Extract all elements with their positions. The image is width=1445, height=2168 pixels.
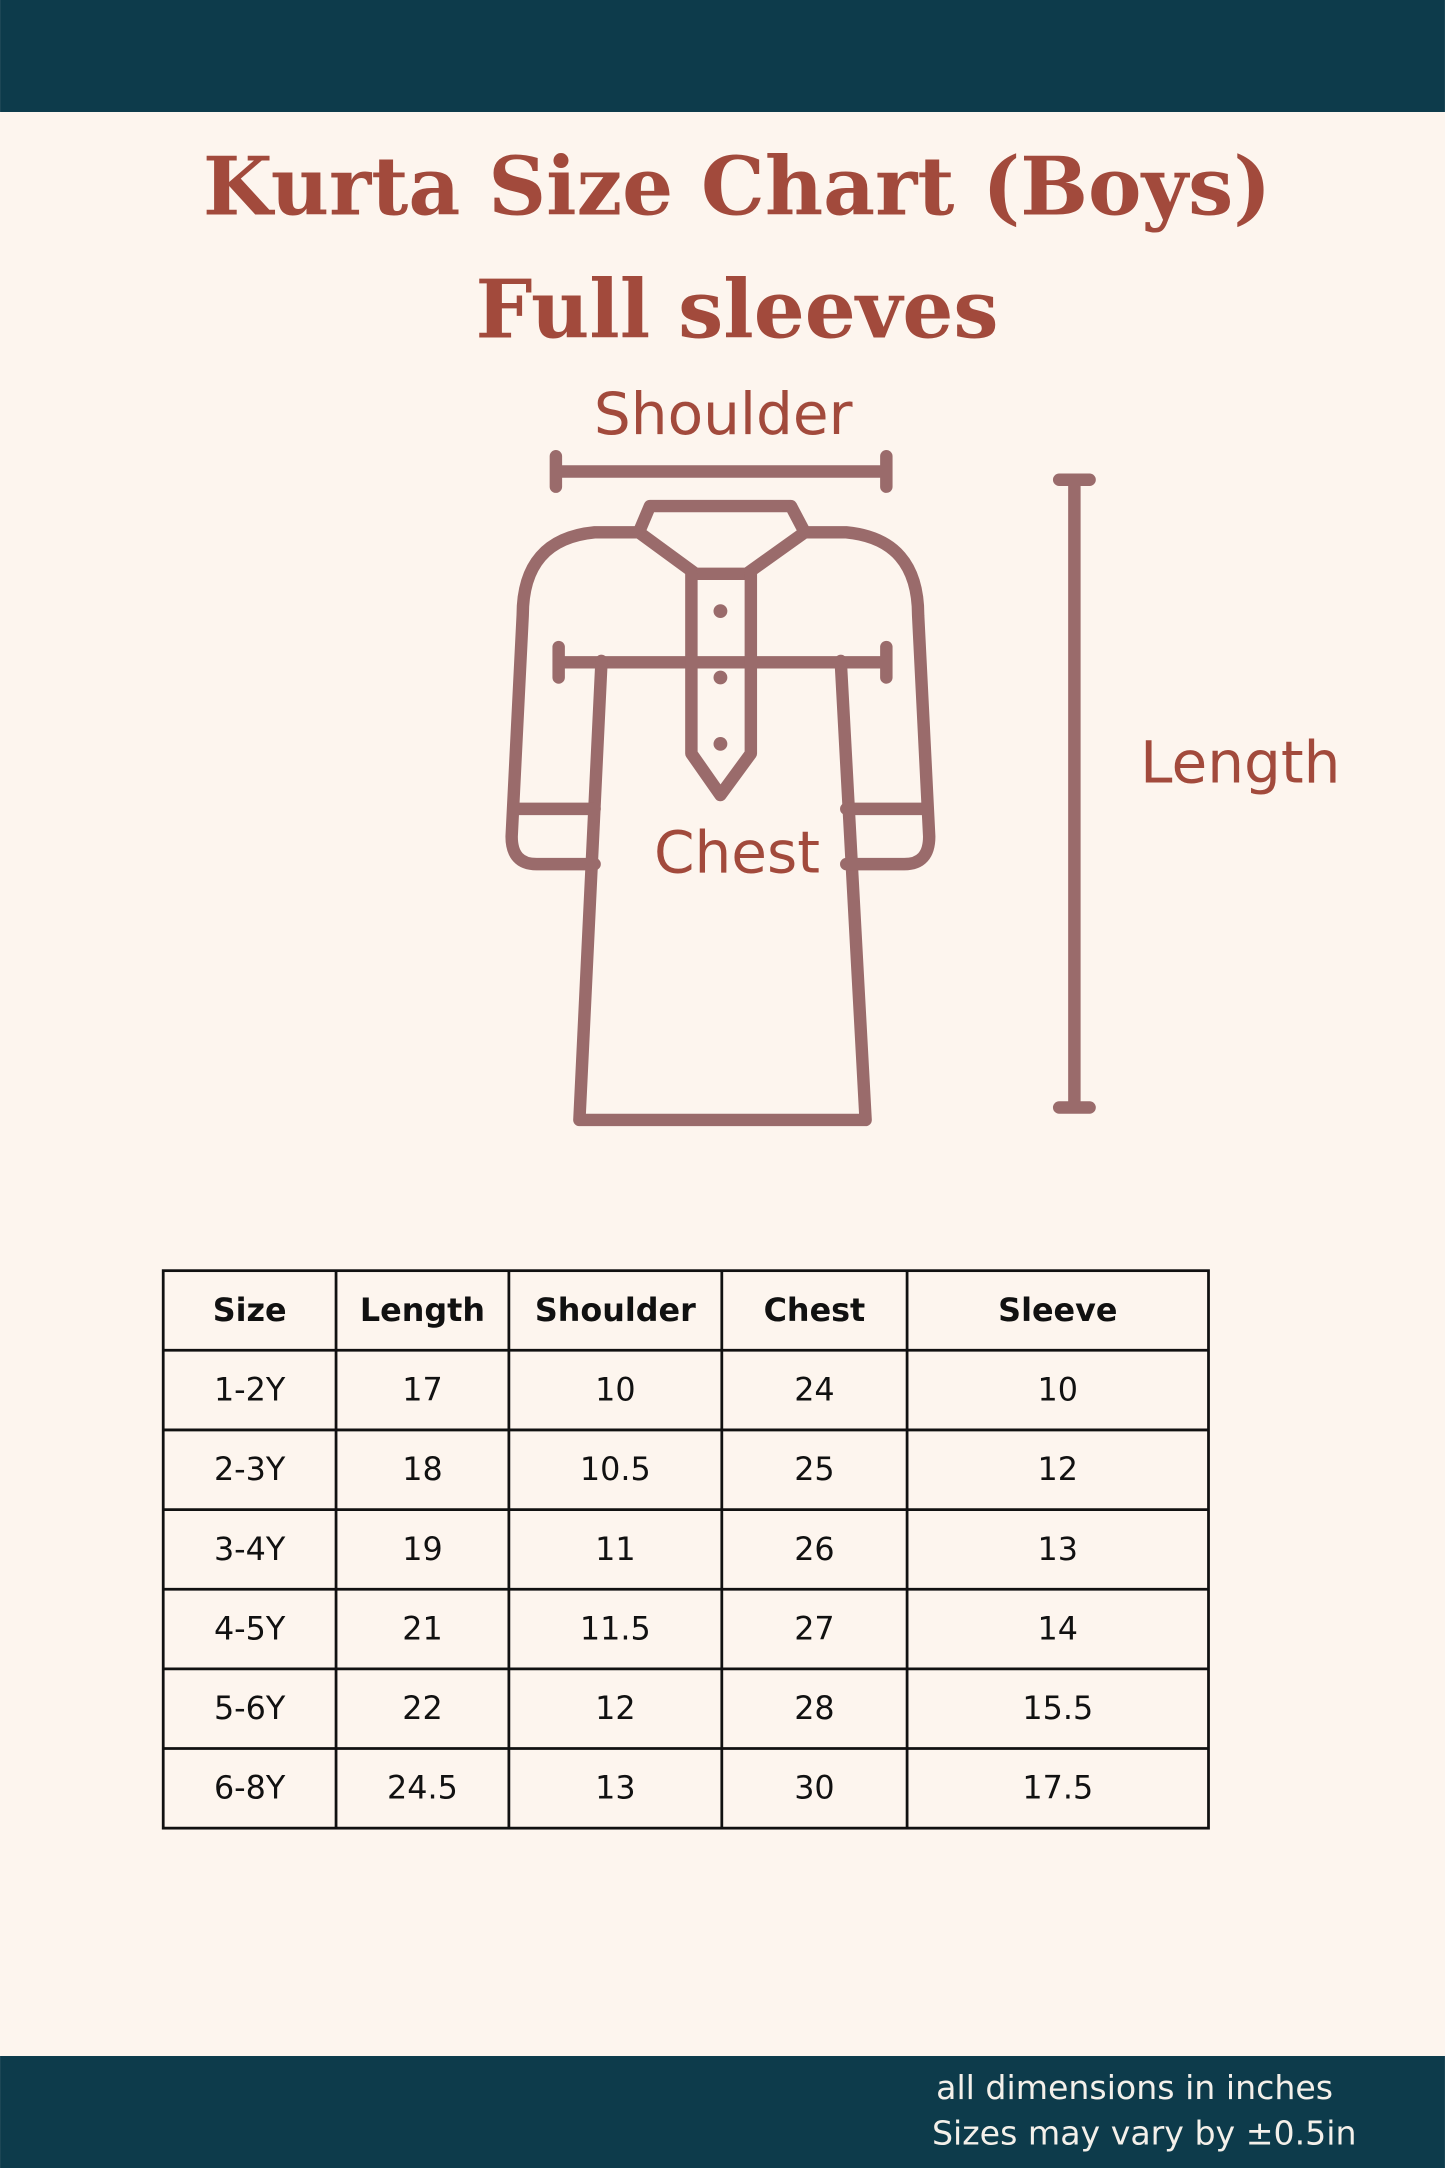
- table-cell: 6-8Y: [214, 1770, 286, 1807]
- table-cell: 22: [402, 1690, 442, 1727]
- table-cell: 1-2Y: [214, 1372, 286, 1409]
- shoulder-label: Shoulder: [594, 380, 853, 448]
- length-label: Length: [1140, 729, 1340, 797]
- table-cell: 17: [402, 1372, 442, 1409]
- table-cell: 21: [402, 1610, 442, 1647]
- column-header: Sleeve: [998, 1292, 1117, 1329]
- table-cell: 5-6Y: [214, 1690, 286, 1727]
- table-cell: 13: [595, 1770, 635, 1807]
- table-cell: 12: [1038, 1451, 1078, 1488]
- buttons: [713, 604, 728, 751]
- size-table: Size Length Shoulder Chest Sleeve 1-2Y 17 10 24 1…: [161, 1269, 1210, 1830]
- table-cell: 11: [595, 1531, 635, 1568]
- table-cell: 10: [595, 1372, 635, 1409]
- table-cell: 30: [794, 1770, 834, 1807]
- table-cell: 19: [402, 1531, 442, 1568]
- table-cell: 27: [794, 1610, 834, 1647]
- table-cell: 2-3Y: [214, 1451, 286, 1488]
- column-header: Size: [213, 1292, 287, 1329]
- table-cell: 13: [1038, 1531, 1078, 1568]
- subtitle: Full sleeves: [475, 262, 998, 356]
- table-cell: 18: [402, 1451, 442, 1488]
- table-cell: 3-4Y: [214, 1531, 286, 1568]
- table-cell: 10.5: [580, 1451, 651, 1488]
- table-cell: 26: [794, 1531, 834, 1568]
- column-header: Length: [360, 1292, 485, 1329]
- table-cell: 24.5: [387, 1770, 458, 1807]
- bottom-bar: [0, 2056, 1445, 2168]
- table-cell: 25: [794, 1451, 834, 1488]
- footer-note: all dimensions in inches: [936, 2068, 1333, 2107]
- title: Kurta Size Chart (Boys): [203, 139, 1271, 233]
- top-bar: [0, 0, 1445, 112]
- table-cell: 14: [1038, 1610, 1078, 1647]
- table-border: [161, 1269, 1210, 1830]
- table-cell: 24: [794, 1372, 834, 1409]
- table-cell: 15.5: [1022, 1690, 1093, 1727]
- table-cell: 12: [595, 1690, 635, 1727]
- kurta-diagram: [505, 450, 1096, 1127]
- table-cell: 11.5: [580, 1610, 651, 1647]
- footer-tolerance: Sizes may vary by ±0.5in: [932, 2113, 1357, 2152]
- column-header: Shoulder: [535, 1292, 696, 1329]
- table-cell: 28: [794, 1690, 834, 1727]
- table-cell: 17.5: [1022, 1770, 1093, 1807]
- column-header: Chest: [764, 1292, 866, 1329]
- table-cell: 4-5Y: [214, 1610, 286, 1647]
- table-cell: 10: [1038, 1372, 1078, 1409]
- chest-label: Chest: [654, 818, 820, 886]
